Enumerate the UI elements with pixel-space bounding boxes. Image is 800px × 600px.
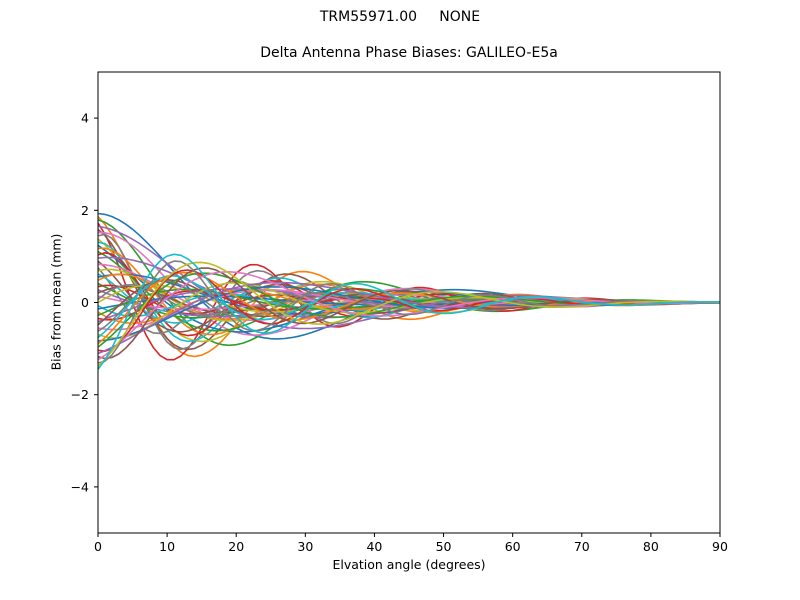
y-tick-label: −2	[71, 387, 89, 402]
bias-series-line	[97, 253, 721, 370]
x-tick-label: 50	[436, 539, 452, 554]
x-tick-label: 90	[712, 539, 728, 554]
axes-title: Delta Antenna Phase Biases: GALILEO-E5a	[260, 45, 558, 61]
x-tick-label: 60	[505, 539, 521, 554]
x-tick-label: 80	[643, 539, 659, 554]
x-tick-label: 70	[574, 539, 590, 554]
y-tick-label: 2	[81, 203, 89, 218]
x-tick-label: 30	[297, 539, 313, 554]
figure-suptitle: TRM55971.00 NONE	[319, 9, 481, 25]
bias-series-line	[97, 261, 721, 367]
x-tick-label: 20	[228, 539, 244, 554]
y-tick-label: 4	[81, 111, 89, 126]
y-tick-label: 0	[81, 295, 89, 310]
bias-series-line	[97, 267, 721, 360]
x-tick-label: 10	[159, 539, 175, 554]
x-tick-label: 0	[94, 539, 102, 554]
y-tick-label: −4	[71, 479, 89, 494]
x-axis-label: Elvation angle (degrees)	[332, 557, 486, 572]
x-tick-label: 40	[366, 539, 382, 554]
bias-series-line	[97, 260, 721, 364]
